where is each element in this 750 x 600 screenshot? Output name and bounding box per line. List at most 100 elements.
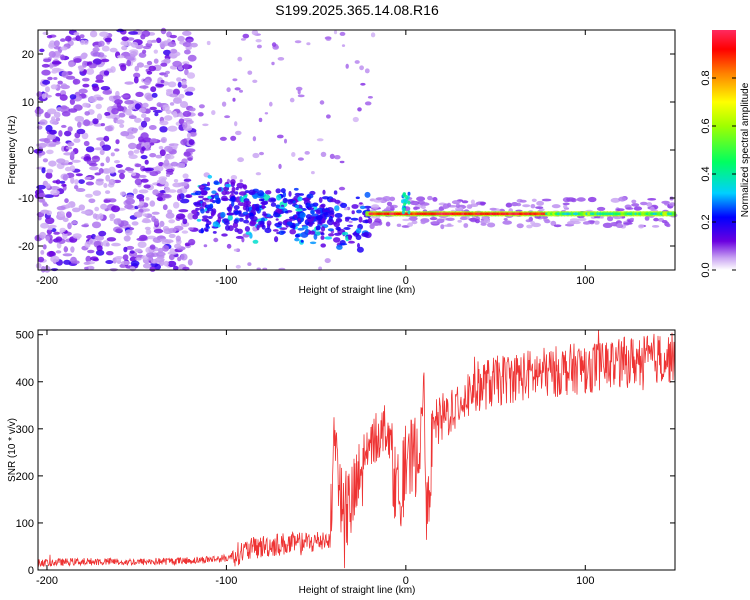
- spectrogram-cell: [286, 221, 293, 226]
- spectrogram-cell: [470, 199, 475, 205]
- spectrogram-cell: [149, 106, 157, 111]
- spectrogram-cell: [320, 203, 326, 208]
- spectrogram-cell: [159, 120, 169, 126]
- spectrogram-cell: [121, 45, 128, 51]
- spectrogram-cell: [99, 149, 105, 156]
- spectrogram-cell: [151, 92, 158, 98]
- spectrogram-cell: [59, 94, 68, 101]
- spectrogram-cell: [89, 166, 99, 171]
- spectrogram-cell: [41, 93, 47, 99]
- spectrogram-cell: [261, 224, 266, 230]
- spectrogram-cell: [137, 241, 147, 249]
- spectrogram-cell: [541, 198, 552, 202]
- spectrogram-cell: [185, 194, 193, 199]
- spectrogram-cell: [67, 222, 72, 230]
- spectrogram-cell: [446, 202, 452, 208]
- spectrogram-cell: [165, 173, 171, 177]
- spectrogram-cell: [404, 194, 408, 199]
- spectrogram-cell: [176, 77, 182, 82]
- spectrogram-cell: [198, 195, 204, 199]
- spectrogram-cell: [145, 229, 152, 235]
- spectrogram-cell: [96, 113, 103, 121]
- spectrogram-cell: [420, 205, 426, 210]
- spectrogram-cell: [62, 232, 68, 240]
- snr-frame: [37, 329, 676, 571]
- spectrogram-cell: [212, 231, 217, 234]
- spectrogram-cell: [248, 189, 256, 196]
- spectrogram-cell: [256, 224, 260, 231]
- spectrogram-cell: [357, 242, 360, 249]
- spectrogram-cell: [40, 222, 50, 229]
- spectrogram-cell: [186, 132, 192, 139]
- spectrogram-cell: [245, 214, 249, 220]
- spectrogram-cell: [46, 35, 53, 39]
- spectrogram-cell: [73, 138, 81, 143]
- spectrogram-cell: [80, 210, 91, 215]
- spectrogram-cell: [244, 226, 250, 232]
- spectrogram-cell: [315, 225, 321, 230]
- spectrogram-cell: [84, 266, 89, 270]
- spectrogram-cell: [87, 96, 98, 103]
- spectrogram-cell: [182, 42, 192, 47]
- spectrogram-cell: [63, 152, 73, 156]
- spectrogram-cell: [51, 116, 56, 122]
- spectrogram-cell: [105, 260, 114, 264]
- spectrogram-cell: [47, 108, 57, 115]
- spectrogram-cell: [55, 179, 61, 185]
- spectrogram-cell: [277, 208, 282, 214]
- spectrogram-cell: [647, 198, 657, 201]
- spectrogram-cell: [144, 78, 151, 86]
- spectrogram-cell: [563, 204, 568, 209]
- spectrogram-cell: [129, 256, 138, 262]
- spectrogram-cell: [232, 78, 238, 82]
- spectrogram-cell: [68, 61, 75, 68]
- spectrogram-cell: [64, 198, 69, 204]
- spectrogram-cell: [188, 238, 196, 246]
- spectrogram-cell: [160, 27, 167, 35]
- spectrogram-cell: [320, 243, 327, 248]
- spectrogram-cell: [131, 172, 137, 177]
- spectrogram-cell: [186, 72, 196, 79]
- spectrogram-cell: [386, 206, 391, 210]
- spectrogram-cell: [176, 213, 186, 220]
- spectrogram-cell: [45, 183, 51, 189]
- spectrogram-cell: [62, 174, 68, 181]
- spectrogram-cell: [65, 35, 72, 42]
- spectrogram-cell: [455, 203, 461, 209]
- spectrogram-cell: [338, 186, 346, 191]
- spectrogram-cell: [120, 40, 128, 46]
- spectrogram-cell: [81, 132, 89, 140]
- spectrogram-cell: [43, 58, 52, 63]
- spectrogram-cell: [173, 97, 182, 104]
- spectrogram-cell: [47, 227, 53, 231]
- spectrogram-cell: [116, 28, 125, 33]
- spectrogram-cell: [187, 54, 197, 62]
- spectrogram-cell: [170, 48, 178, 54]
- spectrogram-cell: [402, 207, 406, 212]
- spectrogram-cell: [48, 250, 55, 257]
- spectrogram-cell: [181, 79, 187, 86]
- spectrogram-cell: [187, 212, 194, 220]
- spectrogram-cell: [300, 231, 309, 238]
- spectrogram-cell: [256, 44, 262, 49]
- colorbar-label: Normalized spectral amplitude: [740, 82, 750, 217]
- spectrogram-cell: [115, 119, 125, 125]
- spectrogram-cell: [131, 221, 139, 226]
- spectrogram-cell: [403, 199, 407, 204]
- spectrogram-cell: [70, 220, 78, 225]
- spectrogram-cell: [195, 207, 200, 211]
- snr-y-tick-label: 200: [16, 471, 34, 483]
- spectrogram-cell: [162, 245, 170, 252]
- spectrogram-cell: [104, 37, 113, 43]
- spectrogram-cell: [42, 244, 47, 250]
- spectrogram-cell: [601, 212, 605, 216]
- spectrogram-cell: [120, 260, 131, 265]
- spectrogram-cell: [364, 191, 371, 198]
- spectrogram-cell: [237, 56, 243, 62]
- spectrogram-cell: [78, 204, 86, 211]
- spectrogram-cell: [109, 47, 118, 53]
- spectrogram-cell: [309, 230, 316, 235]
- spectrogram-cell: [108, 178, 116, 186]
- spectrogram-cell: [280, 188, 286, 194]
- spectrogram-cell: [53, 231, 60, 235]
